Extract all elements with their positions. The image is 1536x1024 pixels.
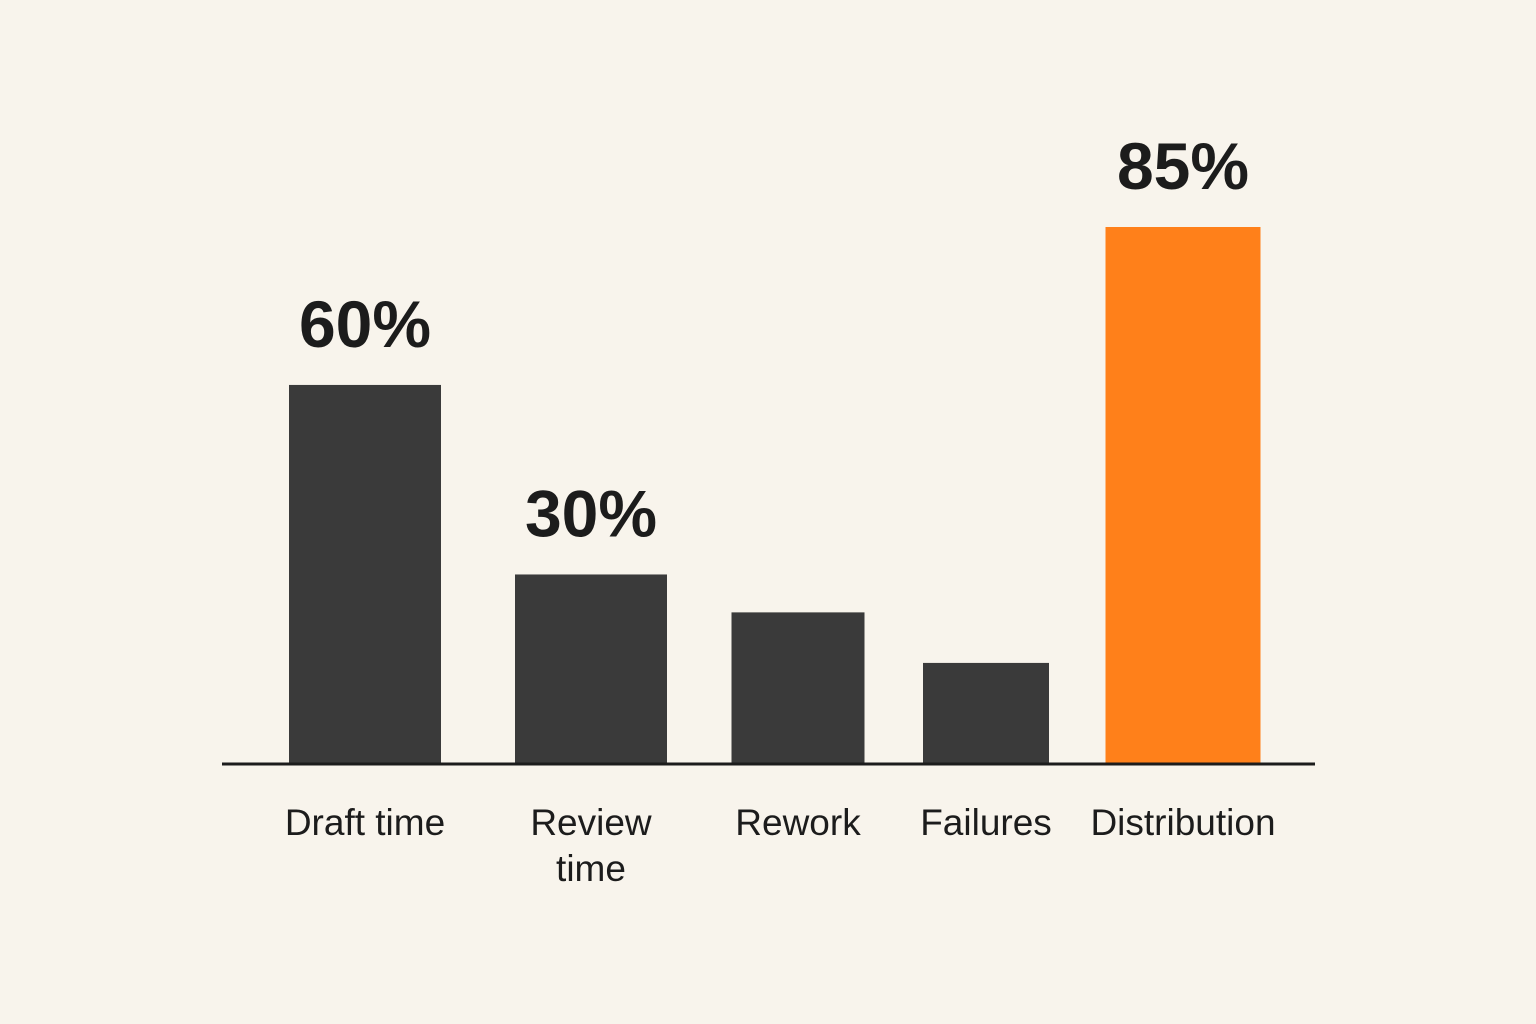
x-tick-label: Failures [920, 802, 1052, 843]
bar [731, 612, 865, 764]
bar [923, 662, 1049, 764]
x-tick-label: Distribution [1090, 802, 1276, 843]
value-label: 30% [525, 476, 657, 550]
bar [1105, 227, 1261, 764]
bar [289, 384, 441, 764]
x-tick-label: Rework [735, 802, 861, 843]
value-label: 85% [1117, 129, 1249, 203]
x-tick-label: Draft time [284, 802, 446, 843]
bar [515, 574, 667, 764]
value-label: 60% [299, 287, 431, 361]
x-tick-label: Review time [530, 802, 652, 889]
